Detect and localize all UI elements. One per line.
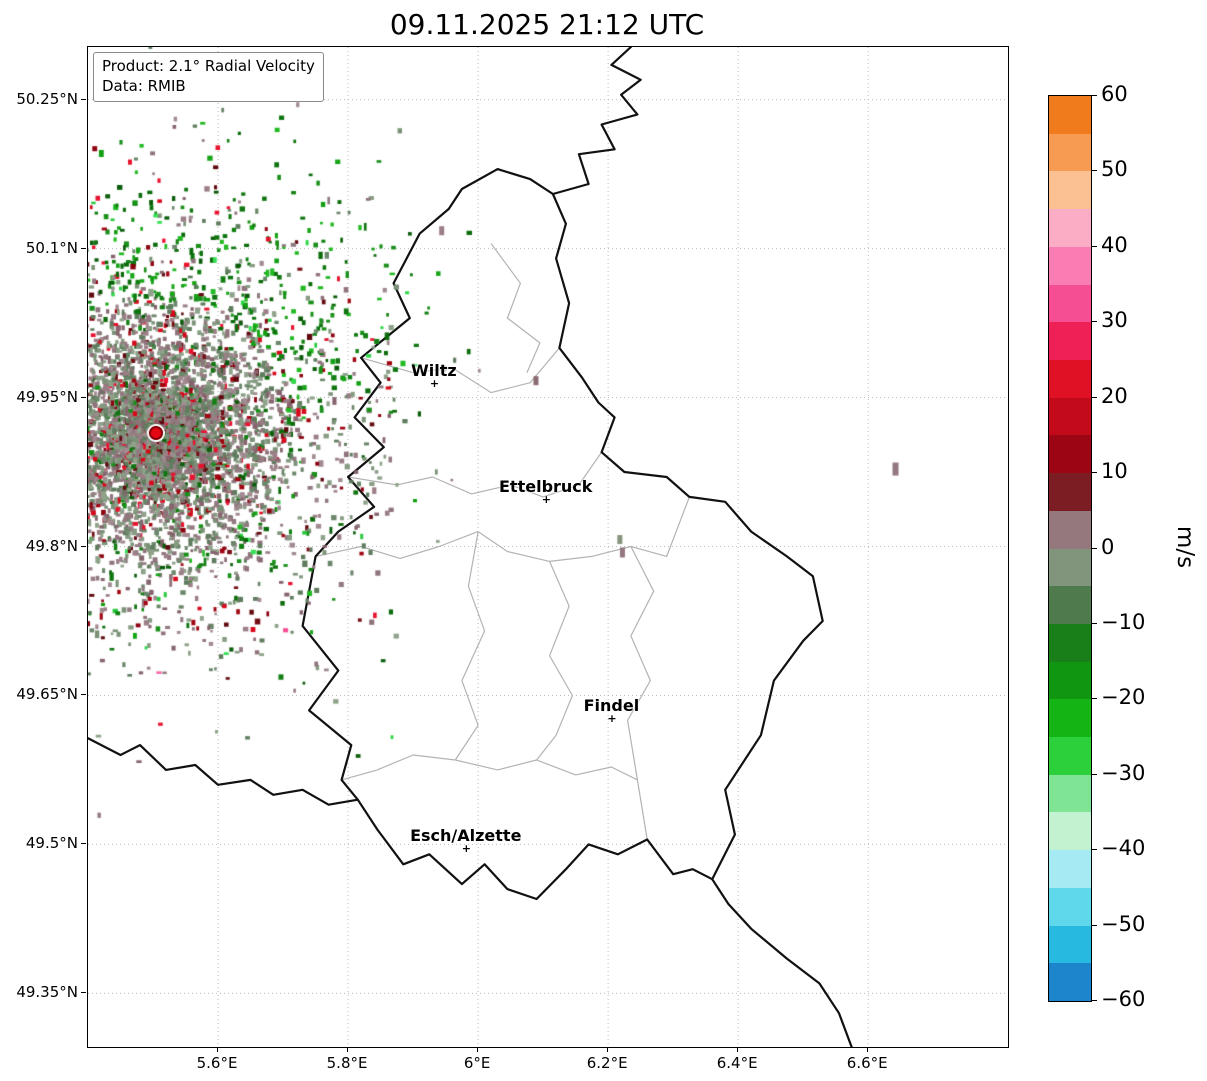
colorbar-tick [1092, 245, 1097, 247]
colorbar-unit-label: m/s [1172, 525, 1198, 569]
colorbar-tick-label: 10 [1101, 459, 1128, 484]
colorbar-band [1049, 737, 1091, 776]
colorbar-band [1049, 473, 1091, 512]
colorbar-tick-label: 50 [1101, 157, 1128, 182]
colorbar-tick-label: −10 [1101, 609, 1146, 634]
y-tick-label: 49.95°N [16, 387, 78, 406]
colorbar-band [1049, 359, 1091, 399]
colorbar-tick-label: 30 [1101, 308, 1128, 333]
city-marker-icon: + [461, 842, 471, 856]
colorbar-tick [1092, 321, 1097, 323]
city-label-esch-alzette: Esch/Alzette [410, 826, 522, 846]
colorbar-tick-label: −30 [1101, 760, 1146, 785]
y-tick-label: 50.1°N [25, 238, 78, 257]
y-tick-mark [81, 396, 86, 398]
y-tick-mark [81, 843, 86, 845]
y-tick-label: 49.65°N [16, 685, 78, 704]
x-tick-label: 6°E [463, 1054, 491, 1072]
city-marker-icon: + [429, 376, 440, 390]
colorbar-band [1049, 812, 1091, 851]
colorbar-band [1049, 623, 1091, 663]
colorbar-tick-label: 20 [1101, 383, 1128, 408]
map-plot-area: Product: 2.1° Radial Velocity Data: RMIB… [87, 46, 1009, 1048]
city-marker-icon: + [607, 712, 617, 726]
colorbar-tick [1092, 924, 1097, 926]
colorbar-tick [1092, 773, 1097, 775]
x-tick-mark [477, 1047, 479, 1052]
x-tick-label: 6.4°E [716, 1054, 758, 1072]
colorbar-band [1049, 887, 1091, 927]
x-tick-mark [217, 1047, 219, 1052]
colorbar-band [1049, 435, 1091, 474]
city-marker-icon: + [541, 492, 551, 506]
colorbar-tick-label: −40 [1101, 836, 1146, 861]
x-tick-label: 5.8°E [326, 1054, 368, 1072]
colorbar-tick [1092, 547, 1097, 549]
colorbar-tick [1092, 1000, 1097, 1001]
x-tick-mark [607, 1047, 609, 1052]
colorbar-band [1049, 209, 1091, 248]
colorbar [1048, 95, 1092, 1002]
colorbar-band [1049, 96, 1091, 135]
plot-title: 09.11.2025 21:12 UTC [389, 8, 705, 41]
y-tick-mark [81, 694, 86, 696]
x-tick-label: 5.6°E [196, 1054, 238, 1072]
y-tick-label: 49.8°N [25, 536, 78, 555]
colorbar-band [1049, 510, 1091, 549]
colorbar-tick-label: −20 [1101, 685, 1146, 710]
radar-site-marker [149, 426, 164, 441]
y-tick-mark [81, 545, 86, 547]
colorbar-tick [1092, 170, 1097, 172]
city-label-ettelbruck: Ettelbruck [499, 476, 593, 496]
x-tick-mark [737, 1047, 739, 1052]
colorbar-band [1049, 171, 1091, 210]
colorbar-band [1049, 850, 1091, 889]
x-tick-label: 6.6°E [846, 1054, 888, 1072]
colorbar-band [1049, 246, 1091, 286]
radar-velocity-canvas [88, 47, 1008, 1047]
colorbar-band [1049, 774, 1091, 813]
colorbar-band [1049, 586, 1091, 625]
colorbar-tick [1092, 95, 1097, 96]
colorbar-band [1049, 699, 1091, 738]
product-label: Product: 2.1° Radial Velocity [102, 57, 315, 75]
colorbar-tick [1092, 622, 1097, 624]
x-tick-mark [867, 1047, 869, 1052]
colorbar-band [1049, 925, 1091, 964]
colorbar-band [1049, 133, 1091, 172]
colorbar-tick [1092, 698, 1097, 700]
y-tick-mark [81, 247, 86, 249]
data-source-label: Data: RMIB [102, 77, 186, 96]
colorbar-band [1049, 284, 1091, 323]
colorbar-tick [1092, 472, 1097, 474]
colorbar-tick [1092, 396, 1097, 398]
colorbar-tick-label: 40 [1101, 232, 1128, 257]
colorbar-band [1049, 397, 1091, 436]
colorbar-tick [1092, 849, 1097, 851]
y-tick-mark [81, 992, 86, 994]
colorbar-band [1049, 661, 1091, 700]
colorbar-tick-label: −50 [1101, 911, 1146, 936]
colorbar-tick-label: 0 [1101, 534, 1115, 559]
colorbar-band [1049, 322, 1091, 361]
colorbar-tick-label: 60 [1101, 82, 1128, 106]
y-tick-label: 49.35°N [16, 983, 78, 1002]
x-tick-mark [347, 1047, 349, 1052]
y-tick-label: 50.25°N [16, 89, 78, 108]
colorbar-tick-label: −60 [1101, 987, 1146, 1011]
city-label-wiltz: Wiltz [411, 360, 457, 380]
y-tick-label: 49.5°N [25, 834, 78, 853]
city-label-findel: Findel [583, 696, 640, 716]
x-tick-label: 6.2°E [586, 1054, 628, 1072]
product-info-box: Product: 2.1° Radial Velocity Data: RMIB [93, 52, 324, 102]
y-tick-mark [81, 98, 86, 100]
colorbar-band [1049, 548, 1091, 587]
colorbar-band [1049, 963, 1091, 1002]
